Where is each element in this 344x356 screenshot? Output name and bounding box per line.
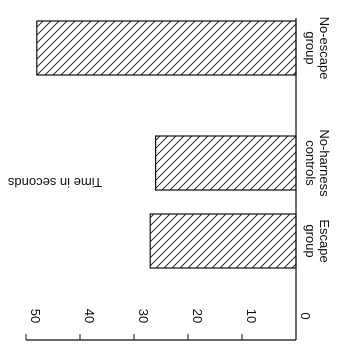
labels-layer: EscapegroupNo-harnesscontrolsNo-escapegr… (303, 17, 332, 263)
category-label-line: Escape (317, 219, 332, 262)
category-label-line: No-harness (317, 129, 332, 197)
y-tick-label: 0 (298, 312, 313, 319)
category-label-line: group (303, 31, 318, 64)
y-tick-label: 30 (136, 309, 151, 323)
y-tick-label: 10 (244, 309, 259, 323)
bar (36, 20, 297, 76)
bar (155, 135, 297, 191)
y-tick-label: 40 (82, 309, 97, 323)
y-tick-label: 20 (190, 309, 205, 323)
y-tick-label: 50 (28, 309, 43, 323)
category-label-line: No-escape (317, 17, 332, 80)
y-axis-title: Time in seconds (7, 175, 102, 190)
bar (149, 213, 297, 269)
category-label-line: controls (303, 140, 318, 186)
bars-layer (36, 20, 297, 269)
category-label-line: group (303, 224, 318, 257)
